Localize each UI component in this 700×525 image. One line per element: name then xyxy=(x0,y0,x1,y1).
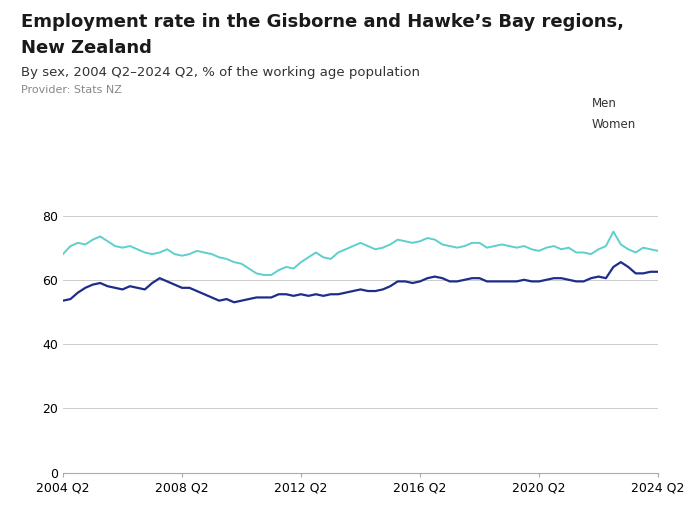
Text: figure.nz: figure.nz xyxy=(578,27,657,43)
Text: Employment rate in the Gisborne and Hawke’s Bay regions,: Employment rate in the Gisborne and Hawk… xyxy=(21,13,624,31)
Text: Provider: Stats NZ: Provider: Stats NZ xyxy=(21,85,122,95)
Text: New Zealand: New Zealand xyxy=(21,39,152,57)
Text: Women: Women xyxy=(592,118,636,131)
Text: By sex, 2004 Q2–2024 Q2, % of the working age population: By sex, 2004 Q2–2024 Q2, % of the workin… xyxy=(21,66,420,79)
Text: Men: Men xyxy=(592,97,617,110)
